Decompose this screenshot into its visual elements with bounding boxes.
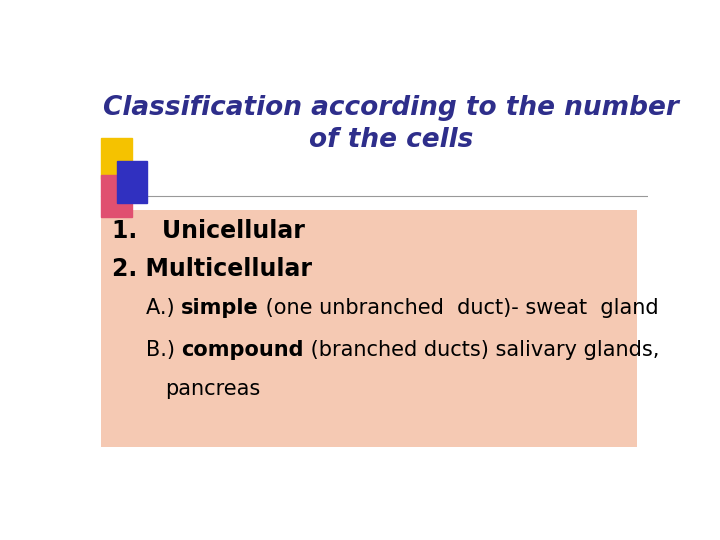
Text: compound: compound xyxy=(181,340,304,360)
Text: pancreas: pancreas xyxy=(166,379,261,399)
Text: simple: simple xyxy=(181,298,258,318)
Bar xyxy=(101,175,132,217)
Text: (one unbranched  duct)- sweat  gland: (one unbranched duct)- sweat gland xyxy=(258,298,658,318)
Text: 2. Multicellular: 2. Multicellular xyxy=(112,256,312,281)
Text: B.): B.) xyxy=(145,340,181,360)
Text: of the cells: of the cells xyxy=(309,127,474,153)
Bar xyxy=(117,161,148,203)
Bar xyxy=(101,138,132,179)
FancyBboxPatch shape xyxy=(101,211,637,447)
Text: (branched ducts) salivary glands,: (branched ducts) salivary glands, xyxy=(304,340,660,360)
Text: 1.   Unicellular: 1. Unicellular xyxy=(112,219,305,243)
Text: A.): A.) xyxy=(145,298,181,318)
Text: Classification according to the number: Classification according to the number xyxy=(104,96,679,122)
